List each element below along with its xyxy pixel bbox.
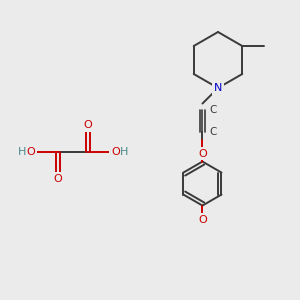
Text: O: O: [84, 120, 92, 130]
Text: O: O: [198, 214, 207, 225]
Text: H: H: [18, 147, 26, 157]
Text: O: O: [198, 148, 207, 159]
Text: O: O: [54, 174, 62, 184]
Text: C: C: [209, 105, 217, 115]
Text: C: C: [209, 127, 217, 136]
Text: O: O: [111, 147, 120, 157]
Text: O: O: [26, 147, 35, 157]
Text: H: H: [120, 147, 128, 157]
Text: N: N: [214, 83, 222, 93]
